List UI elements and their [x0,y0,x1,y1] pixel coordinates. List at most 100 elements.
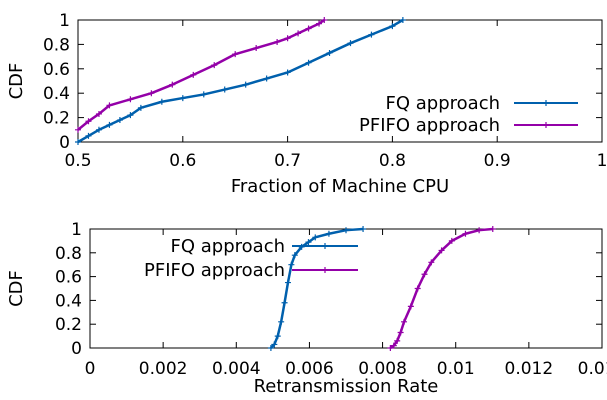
legend-marker [543,122,549,128]
series-line-pfifo-approach [389,227,493,350]
data-point [95,126,102,133]
data-point [291,252,298,259]
data-point [263,75,270,82]
x-axis-label: Retransmission Rate [254,376,439,397]
y-tick-label: 0.8 [55,244,82,264]
data-point [462,230,469,237]
data-point [325,230,332,237]
data-point [397,329,404,336]
data-point [284,279,291,286]
data-point [343,227,349,234]
data-point [106,102,113,109]
data-point [414,285,421,292]
y-tick-label: 0 [59,133,70,153]
data-point [305,25,312,32]
x-tick-label: 0.8 [379,151,406,171]
data-point [305,239,312,246]
data-point [137,104,144,111]
data-point [127,96,134,103]
data-point [278,318,285,325]
chart-1: 0.5 0.6 0.7 0.8 0.9 1 0 0.2 0.4 0.6 0.8 1 Fraction o… [6,11,607,197]
x-tick-label: 0.7 [274,151,301,171]
data-point [85,132,92,139]
data-point [75,139,81,145]
data-point [326,49,333,56]
data-point [284,69,291,76]
y-tick-label: 0.2 [55,315,82,335]
data-point [267,345,274,351]
data-point [200,91,207,98]
data-point [190,71,197,78]
data-point [169,81,176,88]
data-point [399,17,406,23]
y-tick-label: 0.4 [55,291,82,311]
data-point [389,23,396,30]
data-point [368,31,375,38]
series-pfifo-approach [387,226,496,351]
data-point [288,261,295,268]
x-tick-label: 0.012 [505,359,554,379]
data-point [407,303,414,310]
y-tick-label: 1 [71,220,82,240]
data-point [321,17,328,23]
y-axis-label: CDF [6,63,27,100]
data-point [116,117,123,124]
legend-label: FQ approach [386,93,500,114]
data-point [438,247,445,254]
data-point [390,342,397,349]
x-tick-label: 0.9 [484,151,511,171]
data-point [360,226,367,232]
data-point [316,20,323,27]
legend-marker [322,267,328,273]
data-point [489,226,496,232]
data-point [295,30,302,37]
data-point [394,337,401,344]
series-fq-approach [75,17,406,145]
series-line-fq-approach [77,18,404,144]
data-point [312,234,319,241]
data-point [75,126,81,133]
x-tick-label: 0.01 [437,359,475,379]
data-point [347,40,354,47]
x-tick-label: 0 [85,359,96,379]
data-point [148,90,155,97]
data-point [211,62,218,69]
y-tick-label: 0.6 [55,268,82,288]
data-point [253,45,260,52]
x-axis-label: Fraction of Machine CPU [231,176,449,197]
data-point [305,59,312,66]
data-point [476,227,483,234]
data-point [274,333,281,340]
x-tick-label: 0.006 [285,359,334,379]
y-tick-label: 0.6 [43,60,70,80]
series-fq-approach [267,226,367,351]
data-point [274,38,281,45]
series-pfifo-approach [75,17,328,133]
data-point [85,118,92,125]
data-point [448,237,455,244]
y-tick-label: 0.2 [43,109,70,129]
data-point [232,51,239,58]
legend-label: FQ approach [171,236,285,257]
y-tick-label: 0 [71,339,82,359]
y-tick-label: 0.8 [43,35,70,55]
y-axis-label: CDF [6,270,27,307]
x-tick-label: 0.6 [169,151,196,171]
x-tick-label: 0.5 [64,151,91,171]
data-point [387,345,394,351]
chart-2: 0 0.002 0.004 0.006 0.008 0.01 0.012 0.014 0 0.2 0… [6,220,607,397]
data-point [179,95,186,102]
legend-label: PFIFO approach [359,115,500,136]
data-point [421,271,428,278]
legend-label: PFIFO approach [144,260,285,281]
x-tick-label: 0.004 [212,359,261,379]
x-tick-label: 0.008 [358,359,407,379]
data-point [281,299,288,306]
data-point [401,318,408,325]
data-point [284,35,291,42]
y-tick-label: 1 [59,11,70,31]
data-point [106,121,113,128]
data-point [271,341,278,348]
data-point [221,86,228,93]
